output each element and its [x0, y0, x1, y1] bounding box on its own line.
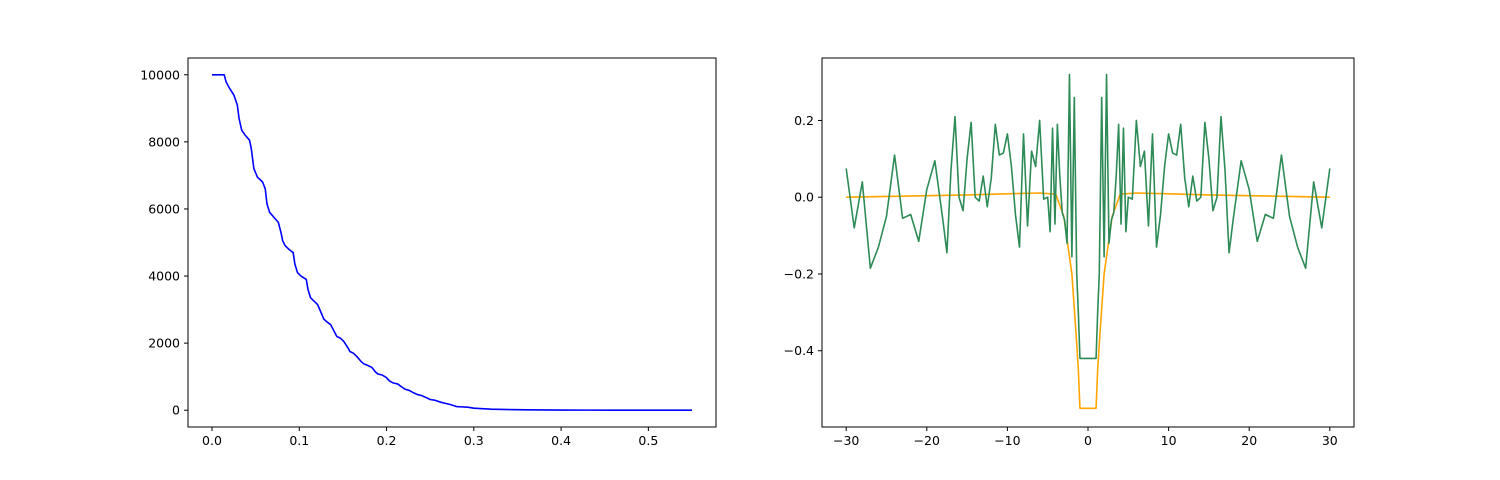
- right-x-tick-label: −20: [914, 433, 940, 448]
- right-x-tick-label: 30: [1322, 433, 1338, 448]
- left-x-tick-label: 0.1: [289, 433, 309, 448]
- right-x-tick-label: 20: [1241, 433, 1257, 448]
- right-chart: −30 −20 −10 0 10 20 30 −0.4 −0.2 0.0 0.2: [784, 57, 1355, 448]
- left-chart: 0.0 0.1 0.2 0.3 0.4 0.5 0 2000 4000 6000 8000 1000…: [140, 57, 717, 448]
- right-y-tick-label: −0.4: [784, 343, 814, 358]
- right-y-tick-label: −0.2: [784, 266, 814, 281]
- right-x-tick-label: −30: [833, 433, 859, 448]
- right-y-tick-label: 0.2: [794, 113, 814, 128]
- right-series-line-green: [845, 73, 1331, 360]
- right-y-tick-label: 0.0: [794, 190, 814, 205]
- left-series-line-decay: [212, 73, 693, 412]
- left-y-tick-label: 8000: [148, 134, 180, 149]
- right-x-axis: −30 −20 −10 0 10 20 30: [833, 427, 1338, 448]
- left-x-tick-label: 0.4: [551, 433, 571, 448]
- left-axes-frame: [187, 57, 717, 428]
- left-plot-area: [212, 73, 693, 412]
- left-x-axis: 0.0 0.1 0.2 0.3 0.4 0.5: [202, 427, 658, 448]
- left-y-axis: 0 2000 4000 6000 8000 10000: [140, 67, 188, 418]
- left-y-tick-label: 10000: [140, 67, 180, 82]
- right-x-tick-label: −10: [994, 433, 1020, 448]
- left-x-tick-label: 0.0: [202, 433, 222, 448]
- right-plot-area: [845, 73, 1331, 410]
- right-x-tick-label: 0: [1084, 433, 1092, 448]
- left-y-tick-label: 4000: [148, 269, 180, 284]
- left-y-tick-label: 2000: [148, 336, 180, 351]
- right-x-tick-label: 10: [1161, 433, 1177, 448]
- right-y-axis: −0.4 −0.2 0.0 0.2: [784, 113, 822, 358]
- left-x-tick-label: 0.3: [464, 433, 484, 448]
- left-y-tick-label: 6000: [148, 201, 180, 216]
- right-series-line-orange: [846, 192, 1330, 410]
- left-x-tick-label: 0.5: [638, 433, 658, 448]
- left-y-tick-label: 0: [172, 403, 180, 418]
- left-x-tick-label: 0.2: [377, 433, 397, 448]
